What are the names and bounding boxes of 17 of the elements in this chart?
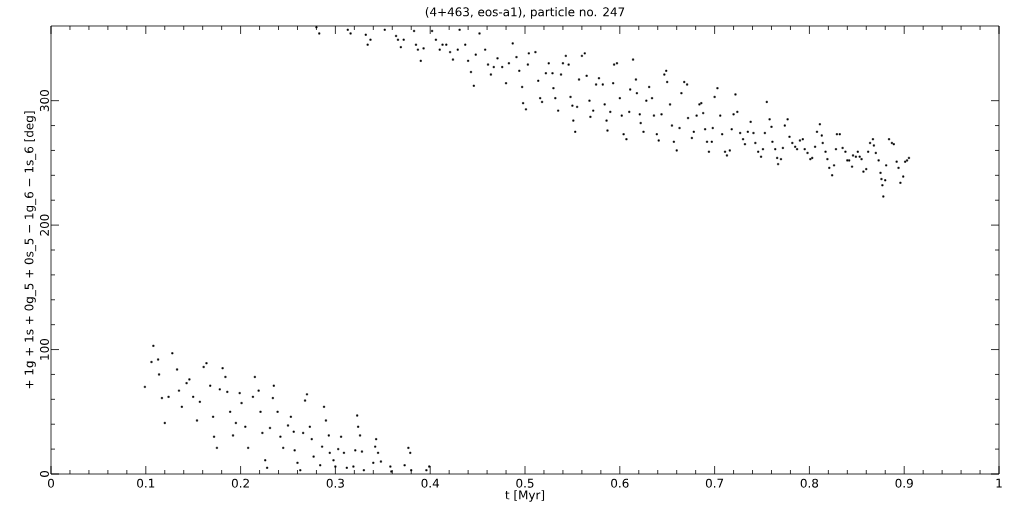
- x-tick-label: 1: [996, 478, 1002, 488]
- x-tick-label: 0.8: [800, 478, 819, 488]
- x-tick-label: 0.9: [895, 478, 913, 488]
- x-axis-title: t [Myr]: [505, 490, 545, 502]
- chart-title: (4+463, eos-a1), particle no. 247: [425, 7, 625, 19]
- y-tick-label: 200: [39, 214, 49, 236]
- x-tick-label: 0.1: [137, 478, 155, 488]
- x-tick-label: 0.5: [516, 478, 534, 488]
- y-tick-label: 300: [39, 90, 49, 112]
- y-tick-label: 0: [39, 470, 49, 478]
- x-tick-label: 0.4: [421, 478, 440, 488]
- y-axis-title: + 1g + 1s + 0g_5 + 0s_5 − 1g_6 − 1s_6 [deg]: [24, 111, 37, 389]
- y-tick-label: 100: [39, 338, 49, 360]
- x-tick-label: 0.6: [611, 478, 629, 488]
- x-tick-label: 0.3: [326, 478, 344, 488]
- x-tick-label: 0.7: [705, 478, 724, 488]
- x-tick-label: 0.2: [231, 478, 249, 488]
